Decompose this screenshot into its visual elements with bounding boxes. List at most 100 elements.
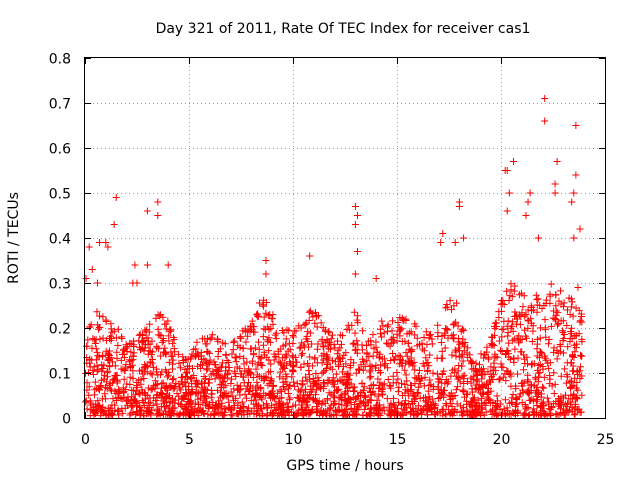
data-point: [472, 411, 480, 419]
data-point: [140, 389, 148, 397]
data-point: [524, 316, 532, 324]
data-point: [249, 328, 257, 336]
data-point: [332, 370, 340, 378]
data-point: [567, 327, 575, 335]
data-point: [281, 386, 289, 394]
data-point: [528, 303, 536, 311]
data-point: [507, 382, 515, 390]
data-point: [354, 406, 362, 414]
data-point: [131, 410, 139, 418]
data-point: [322, 365, 330, 373]
data-point: [245, 365, 253, 373]
data-point: [260, 313, 268, 321]
data-point: [367, 372, 375, 380]
data-point: [190, 345, 198, 353]
data-point: [265, 356, 273, 364]
data-point: [295, 406, 303, 414]
data-point: [420, 382, 428, 390]
data-point: [204, 403, 212, 411]
data-point: [455, 198, 463, 206]
data-point: [385, 405, 393, 413]
data-point: [357, 361, 365, 369]
data-point: [448, 306, 456, 314]
data-point: [394, 375, 402, 383]
data-point: [258, 362, 266, 370]
data-point: [197, 364, 205, 372]
data-point: [578, 335, 586, 343]
data-point: [289, 366, 297, 374]
data-point: [94, 325, 102, 333]
data-point: [424, 387, 432, 395]
data-point: [413, 342, 421, 350]
data-point: [203, 386, 211, 394]
data-point: [252, 396, 260, 404]
data-point: [379, 384, 387, 392]
data-point: [541, 117, 549, 125]
data-point: [452, 386, 460, 394]
data-point: [285, 396, 293, 404]
data-point: [352, 395, 360, 403]
data-point: [159, 379, 167, 387]
data-point: [298, 401, 306, 409]
data-point: [360, 405, 368, 413]
data-point: [484, 389, 492, 397]
data-point: [323, 351, 331, 359]
data-point: [308, 406, 316, 414]
data-point: [440, 393, 448, 401]
data-point: [229, 392, 237, 400]
data-point: [533, 296, 541, 304]
data-point: [495, 376, 503, 384]
data-point: [351, 411, 359, 419]
data-point: [379, 322, 387, 330]
data-point: [380, 403, 388, 411]
data-point: [368, 363, 376, 371]
data-point: [534, 295, 542, 303]
data-point: [568, 352, 576, 360]
data-point: [423, 341, 431, 349]
data-point: [225, 367, 233, 375]
data-point: [300, 321, 308, 329]
data-point: [135, 367, 143, 375]
y-tick-label: 0.6: [49, 142, 71, 158]
data-point: [393, 337, 401, 345]
data-point: [126, 381, 134, 389]
data-point: [398, 400, 406, 408]
data-point: [407, 381, 415, 389]
data-point: [441, 344, 449, 352]
data-point: [558, 327, 566, 335]
data-point: [454, 322, 462, 330]
data-point: [284, 347, 292, 355]
data-point: [397, 355, 405, 363]
data-point: [459, 357, 467, 365]
data-point: [496, 346, 504, 354]
data-point: [118, 395, 126, 403]
data-point: [293, 393, 301, 401]
data-point: [553, 411, 561, 419]
data-point: [104, 243, 112, 251]
data-point: [511, 282, 519, 290]
data-point: [238, 411, 246, 419]
data-point: [325, 329, 333, 337]
data-point: [233, 409, 241, 417]
data-point: [102, 318, 110, 326]
data-point: [464, 377, 472, 385]
data-point: [505, 371, 513, 379]
data-point: [236, 365, 244, 373]
data-point: [512, 394, 520, 402]
data-point: [94, 397, 102, 405]
data-point: [257, 394, 265, 402]
data-point: [262, 309, 270, 317]
data-point: [572, 304, 580, 312]
data-point: [392, 409, 400, 417]
data-point: [117, 365, 125, 373]
data-point: [184, 396, 192, 404]
data-point: [434, 321, 442, 329]
data-point: [93, 308, 101, 316]
data-point: [268, 377, 276, 385]
data-point: [350, 388, 358, 396]
data-point: [296, 344, 304, 352]
data-point: [144, 334, 152, 342]
data-point: [527, 361, 535, 369]
data-point: [204, 410, 212, 418]
data-point: [219, 359, 227, 367]
